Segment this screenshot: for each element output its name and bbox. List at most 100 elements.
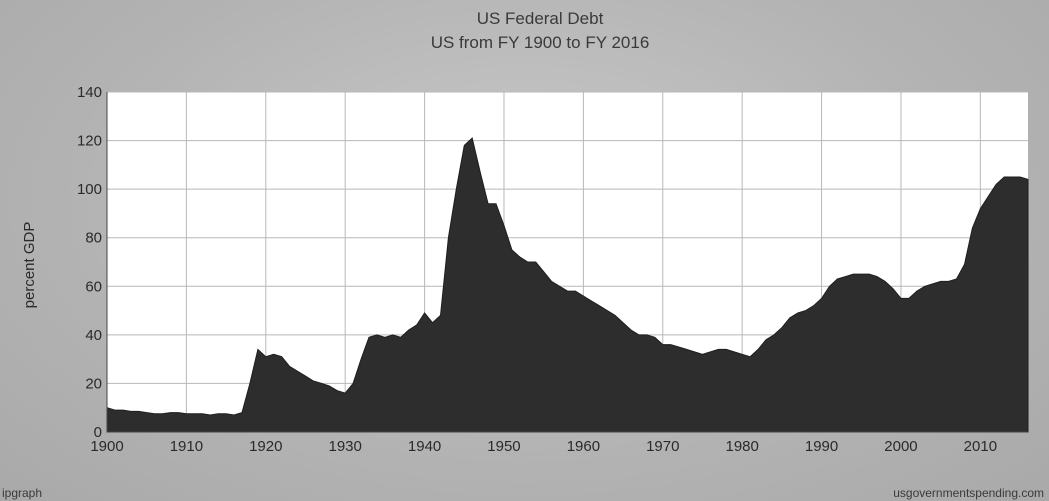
chart-title: US Federal Debt (477, 9, 604, 28)
data-point-1994 (852, 273, 854, 275)
data-point-1969 (654, 336, 656, 338)
data-point-1910 (185, 413, 187, 415)
x-tick-label-1970: 1970 (646, 438, 679, 455)
y-tick-label-40: 40 (85, 327, 102, 344)
data-point-1945 (463, 144, 465, 146)
data-point-2005 (939, 280, 941, 282)
data-point-1962 (598, 305, 600, 307)
chart-subtitle: US from FY 1900 to FY 2016 (431, 33, 650, 52)
data-point-1909 (177, 411, 179, 413)
data-point-2003 (924, 285, 926, 287)
data-point-2002 (916, 290, 918, 292)
data-point-1971 (670, 343, 672, 345)
data-point-1936 (392, 334, 394, 336)
data-point-1934 (376, 334, 378, 336)
y-tick-label-120: 120 (77, 133, 102, 150)
data-point-1905 (145, 411, 147, 413)
footer-left: ipgraph (2, 486, 42, 500)
data-point-1967 (638, 334, 640, 336)
data-point-2007 (955, 278, 957, 280)
data-point-1929 (336, 390, 338, 392)
data-point-1982 (757, 348, 759, 350)
x-tick-label-1900: 1900 (90, 438, 123, 455)
data-point-1954 (535, 261, 537, 263)
x-tick-label-2010: 2010 (964, 438, 997, 455)
data-point-1952 (519, 256, 521, 258)
y-tick-label-60: 60 (85, 278, 102, 295)
plot-area: 0 20 40 60 80 100 120 140 1900 1910 1920 1930 1940 19… (77, 84, 1029, 455)
data-point-1947 (479, 171, 481, 173)
data-point-1931 (352, 382, 354, 384)
data-point-1966 (630, 329, 632, 331)
footer-right: usgovernmentspending.com (893, 486, 1044, 500)
data-point-1991 (828, 285, 830, 287)
data-point-1906 (153, 413, 155, 415)
y-tick-label-80: 80 (85, 230, 102, 247)
data-point-1943 (447, 237, 449, 239)
data-point-1979 (733, 351, 735, 353)
data-point-1965 (622, 322, 624, 324)
data-point-1951 (511, 249, 513, 251)
data-point-1970 (662, 343, 664, 345)
data-point-1916 (233, 414, 235, 416)
data-point-1942 (439, 314, 441, 316)
x-tick-label-1930: 1930 (329, 438, 362, 455)
data-point-1968 (646, 334, 648, 336)
data-point-1984 (773, 334, 775, 336)
data-point-1918 (249, 382, 251, 384)
data-point-1980 (741, 353, 743, 355)
data-point-1998 (884, 280, 886, 282)
data-point-2008 (963, 263, 965, 265)
data-point-2014 (1011, 176, 1013, 178)
data-point-1948 (487, 203, 489, 205)
x-tick-label-1910: 1910 (170, 438, 203, 455)
data-point-1924 (296, 370, 298, 372)
data-point-1919 (257, 348, 259, 350)
data-point-1996 (868, 273, 870, 275)
y-tick-label-20: 20 (85, 375, 102, 392)
x-tick-label-1990: 1990 (805, 438, 838, 455)
data-point-1941 (431, 322, 433, 324)
data-point-1937 (400, 336, 402, 338)
data-point-1933 (368, 336, 370, 338)
data-point-1976 (709, 351, 711, 353)
data-point-1920 (265, 356, 267, 358)
data-point-1989 (812, 305, 814, 307)
data-point-1959 (574, 290, 576, 292)
data-point-1981 (749, 356, 751, 358)
data-point-1922 (280, 356, 282, 358)
data-point-2004 (932, 283, 934, 285)
data-point-2015 (1019, 176, 1021, 178)
data-point-1935 (384, 336, 386, 338)
data-point-1995 (860, 273, 862, 275)
data-point-2010 (979, 207, 981, 209)
data-point-1904 (138, 410, 140, 412)
data-point-1913 (209, 414, 211, 416)
data-point-1911 (193, 413, 195, 415)
data-point-1960 (582, 295, 584, 297)
y-tick-label-140: 140 (77, 84, 102, 101)
data-point-1938 (408, 329, 410, 331)
data-point-1925 (304, 375, 306, 377)
data-point-1912 (201, 413, 203, 415)
data-point-1901 (114, 409, 116, 411)
data-point-2011 (987, 195, 989, 197)
x-tick-label-1960: 1960 (567, 438, 600, 455)
data-point-1973 (685, 348, 687, 350)
data-point-1990 (820, 297, 822, 299)
data-point-1946 (471, 137, 473, 139)
x-tick-label-1920: 1920 (249, 438, 282, 455)
data-point-1949 (495, 203, 497, 205)
data-point-1939 (415, 324, 417, 326)
data-point-1902 (122, 409, 124, 411)
data-point-1988 (804, 309, 806, 311)
data-point-1955 (542, 271, 544, 273)
data-point-1907 (161, 413, 163, 415)
data-point-1987 (797, 312, 799, 314)
data-point-1950 (503, 224, 505, 226)
data-point-1983 (765, 339, 767, 341)
x-tick-label-1950: 1950 (487, 438, 520, 455)
data-point-1921 (273, 353, 275, 355)
x-tick-label-1940: 1940 (408, 438, 441, 455)
x-tick-label-1980: 1980 (725, 438, 758, 455)
